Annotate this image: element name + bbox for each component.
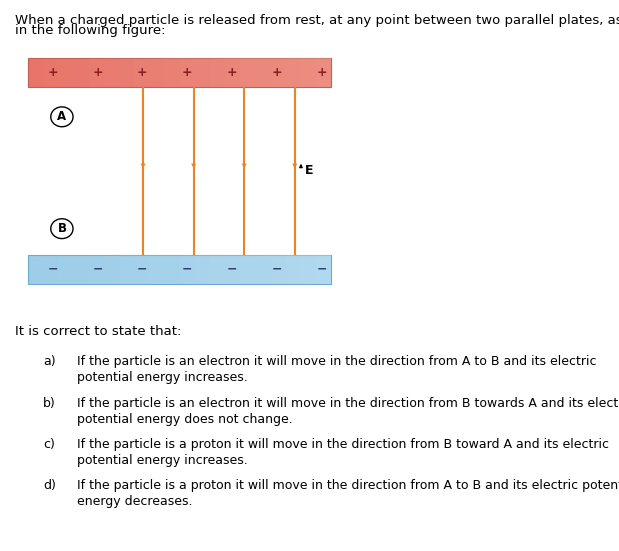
Bar — [74, 255, 89, 284]
Text: When a charged particle is released from rest, at any point between two parallel: When a charged particle is released from… — [15, 14, 619, 27]
Bar — [28, 58, 331, 87]
Bar — [58, 255, 74, 284]
Text: −: − — [317, 263, 327, 276]
Text: +: + — [316, 66, 327, 79]
Text: −: − — [48, 263, 58, 276]
Bar — [225, 58, 240, 87]
Bar — [195, 255, 210, 284]
Text: −: − — [272, 263, 282, 276]
Text: −: − — [182, 263, 193, 276]
Bar — [74, 58, 89, 87]
Text: +: + — [272, 66, 282, 79]
Bar — [225, 255, 240, 284]
Bar — [165, 58, 180, 87]
Bar — [89, 58, 104, 87]
Text: c): c) — [43, 438, 55, 451]
Bar — [104, 255, 119, 284]
Text: +: + — [137, 66, 148, 79]
Bar — [180, 58, 195, 87]
Bar — [89, 255, 104, 284]
Bar — [316, 58, 331, 87]
Bar — [149, 255, 165, 284]
Bar — [271, 255, 286, 284]
Text: a): a) — [43, 355, 56, 369]
Bar — [149, 58, 165, 87]
Text: +: + — [182, 66, 193, 79]
Bar — [28, 255, 43, 284]
Bar — [210, 255, 225, 284]
Bar — [256, 255, 271, 284]
Bar — [301, 255, 316, 284]
Circle shape — [51, 107, 73, 127]
Text: B: B — [58, 222, 66, 235]
Text: +: + — [47, 66, 58, 79]
Bar — [180, 255, 195, 284]
Text: It is correct to state that:: It is correct to state that: — [15, 325, 182, 338]
Text: A: A — [58, 110, 66, 123]
Bar — [119, 255, 134, 284]
Bar — [134, 255, 149, 284]
Text: −: − — [137, 263, 147, 276]
Bar — [286, 58, 301, 87]
Bar — [43, 58, 58, 87]
Bar — [28, 255, 331, 284]
Bar — [316, 255, 331, 284]
Text: −: − — [227, 263, 237, 276]
Text: −: − — [92, 263, 103, 276]
Text: If the particle is an electron it will move in the direction from B towards A an: If the particle is an electron it will m… — [77, 397, 619, 426]
Bar — [240, 58, 256, 87]
Text: If the particle is a proton it will move in the direction from A to B and its el: If the particle is a proton it will move… — [77, 479, 619, 509]
Text: +: + — [92, 66, 103, 79]
Bar — [210, 58, 225, 87]
Bar — [256, 58, 271, 87]
Bar — [43, 255, 58, 284]
Text: in the following figure:: in the following figure: — [15, 24, 166, 37]
Text: d): d) — [43, 479, 56, 493]
Text: If the particle is a proton it will move in the direction from B toward A and it: If the particle is a proton it will move… — [77, 438, 609, 467]
Bar — [119, 58, 134, 87]
Bar — [240, 255, 256, 284]
Bar — [195, 58, 210, 87]
Bar — [28, 58, 43, 87]
Text: $\mathbf{E}$: $\mathbf{E}$ — [304, 164, 314, 177]
Bar — [165, 255, 180, 284]
Bar — [286, 255, 301, 284]
Bar — [58, 58, 74, 87]
Text: If the particle is an electron it will move in the direction from A to B and its: If the particle is an electron it will m… — [77, 355, 597, 385]
Bar — [134, 58, 149, 87]
Bar — [271, 58, 286, 87]
Bar — [301, 58, 316, 87]
Bar — [104, 58, 119, 87]
Circle shape — [51, 219, 73, 239]
Text: +: + — [227, 66, 238, 79]
Text: b): b) — [43, 397, 56, 410]
